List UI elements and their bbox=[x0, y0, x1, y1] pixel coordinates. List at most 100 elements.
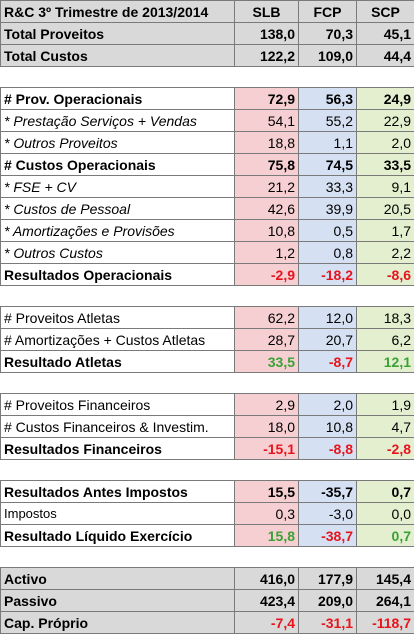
value-cell-slb: 42,6 bbox=[234, 197, 299, 220]
spacer-row bbox=[0, 66, 414, 88]
table-body: Total Proveitos 138,0 70,3 45,1 Total Custos… bbox=[0, 22, 414, 634]
value-cell-scp: 0,7 bbox=[356, 524, 414, 547]
spacer-cell bbox=[356, 546, 414, 568]
value-cell-slb: 62,2 bbox=[234, 306, 299, 329]
value-cell-slb: -15,1 bbox=[234, 437, 299, 460]
table-row: * Amortizações e Provisões 10,8 0,5 1,7 bbox=[0, 219, 414, 242]
spacer-cell bbox=[0, 285, 235, 307]
value-cell-fcp: 56,3 bbox=[298, 87, 357, 110]
table-row: Resultados Financeiros -15,1 -8,8 -2,8 bbox=[0, 437, 414, 460]
value-cell-fcp: -35,7 bbox=[298, 480, 357, 503]
value-cell-scp: 33,5 bbox=[356, 153, 414, 176]
value-cell-fcp: 39,9 bbox=[298, 197, 357, 220]
value-cell-fcp: 74,5 bbox=[298, 153, 357, 176]
value-cell-slb: -7,4 bbox=[234, 611, 299, 634]
col-header-fcp: FCP bbox=[298, 0, 357, 23]
value-cell-slb: 18,0 bbox=[234, 415, 299, 438]
value-cell-scp: 6,2 bbox=[356, 328, 414, 351]
row-label: # Custos Financeiros & Investim. bbox=[0, 415, 235, 438]
value-cell-slb: 10,8 bbox=[234, 219, 299, 242]
value-cell-scp: 9,1 bbox=[356, 175, 414, 198]
value-cell-scp: 22,9 bbox=[356, 109, 414, 132]
value-cell-scp: -8,6 bbox=[356, 263, 414, 286]
table-row: Resultados Operacionais -2,9 -18,2 -8,6 bbox=[0, 263, 414, 286]
value-cell-fcp: -8,8 bbox=[298, 437, 357, 460]
value-cell-fcp: -31,1 bbox=[298, 611, 357, 634]
spacer-cell bbox=[298, 285, 357, 307]
value-cell-scp: 1,9 bbox=[356, 393, 414, 416]
value-cell-scp: 45,1 bbox=[356, 22, 414, 45]
value-cell-scp: 2,0 bbox=[356, 131, 414, 154]
table-row: # Prov. Operacionais 72,9 56,3 24,9 bbox=[0, 87, 414, 110]
header-row: R&C 3º Trimestre de 2013/2014 SLB FCP SC… bbox=[0, 0, 414, 23]
spacer-row bbox=[0, 546, 414, 568]
row-label: Activo bbox=[0, 567, 235, 590]
row-label: * Outros Custos bbox=[0, 241, 235, 264]
value-cell-fcp: 177,9 bbox=[298, 567, 357, 590]
value-cell-scp: 0,7 bbox=[356, 480, 414, 503]
table-row: Activo 416,0 177,9 145,4 bbox=[0, 567, 414, 590]
value-cell-slb: 138,0 bbox=[234, 22, 299, 45]
value-cell-fcp: 0,8 bbox=[298, 241, 357, 264]
value-cell-slb: 15,8 bbox=[234, 524, 299, 547]
value-cell-scp: -2,8 bbox=[356, 437, 414, 460]
value-cell-slb: 72,9 bbox=[234, 87, 299, 110]
table-row: * Prestação Serviços + Vendas 54,1 55,2 22,… bbox=[0, 109, 414, 132]
table-row: # Custos Operacionais 75,8 74,5 33,5 bbox=[0, 153, 414, 176]
col-header-scp: SCP bbox=[356, 0, 414, 23]
value-cell-scp: 0,0 bbox=[356, 502, 414, 525]
value-cell-slb: -2,9 bbox=[234, 263, 299, 286]
value-cell-slb: 2,9 bbox=[234, 393, 299, 416]
value-cell-slb: 28,7 bbox=[234, 328, 299, 351]
spacer-cell bbox=[356, 459, 414, 481]
spacer-cell bbox=[298, 372, 357, 394]
table-row: Total Custos 122,2 109,0 44,4 bbox=[0, 44, 414, 67]
value-cell-fcp: 209,0 bbox=[298, 589, 357, 612]
value-cell-fcp: 109,0 bbox=[298, 44, 357, 67]
table-row: Impostos 0,3 -3,0 0,0 bbox=[0, 502, 414, 525]
value-cell-slb: 0,3 bbox=[234, 502, 299, 525]
value-cell-scp: 2,2 bbox=[356, 241, 414, 264]
spacer-cell bbox=[356, 285, 414, 307]
value-cell-fcp: 1,1 bbox=[298, 131, 357, 154]
table-row: * FSE + CV 21,2 33,3 9,1 bbox=[0, 175, 414, 198]
row-label: # Amortizações + Custos Atletas bbox=[0, 328, 235, 351]
spacer-row bbox=[0, 459, 414, 481]
value-cell-slb: 416,0 bbox=[234, 567, 299, 590]
row-label: Resultado Líquido Exercício bbox=[0, 524, 235, 547]
row-label: # Proveitos Financeiros bbox=[0, 393, 235, 416]
value-cell-scp: 18,3 bbox=[356, 306, 414, 329]
value-cell-slb: 423,4 bbox=[234, 589, 299, 612]
table-row: # Proveitos Atletas 62,2 12,0 18,3 bbox=[0, 306, 414, 329]
row-label: * Amortizações e Provisões bbox=[0, 219, 235, 242]
row-label: Total Proveitos bbox=[0, 22, 235, 45]
row-label: # Custos Operacionais bbox=[0, 153, 235, 176]
value-cell-slb: 122,2 bbox=[234, 44, 299, 67]
spacer-cell bbox=[298, 546, 357, 568]
row-label: Resultados Operacionais bbox=[0, 263, 235, 286]
value-cell-slb: 1,2 bbox=[234, 241, 299, 264]
table-row: * Outros Proveitos 18,8 1,1 2,0 bbox=[0, 131, 414, 154]
value-cell-slb: 75,8 bbox=[234, 153, 299, 176]
row-label: # Proveitos Atletas bbox=[0, 306, 235, 329]
value-cell-scp: 12,1 bbox=[356, 350, 414, 373]
row-label: Total Custos bbox=[0, 44, 235, 67]
value-cell-scp: 20,5 bbox=[356, 197, 414, 220]
value-cell-slb: 15,5 bbox=[234, 480, 299, 503]
value-cell-fcp: -8,7 bbox=[298, 350, 357, 373]
value-cell-scp: -118,7 bbox=[356, 611, 414, 634]
row-label: Passivo bbox=[0, 589, 235, 612]
value-cell-scp: 264,1 bbox=[356, 589, 414, 612]
value-cell-fcp: 12,0 bbox=[298, 306, 357, 329]
value-cell-fcp: 55,2 bbox=[298, 109, 357, 132]
value-cell-slb: 54,1 bbox=[234, 109, 299, 132]
value-cell-slb: 18,8 bbox=[234, 131, 299, 154]
value-cell-fcp: -38,7 bbox=[298, 524, 357, 547]
row-label: Resultado Atletas bbox=[0, 350, 235, 373]
table-row: # Amortizações + Custos Atletas 28,7 20,7 6… bbox=[0, 328, 414, 351]
spacer-cell bbox=[298, 66, 357, 88]
spacer-cell bbox=[298, 459, 357, 481]
spacer-cell bbox=[0, 66, 235, 88]
spacer-cell bbox=[0, 459, 235, 481]
value-cell-fcp: -18,2 bbox=[298, 263, 357, 286]
